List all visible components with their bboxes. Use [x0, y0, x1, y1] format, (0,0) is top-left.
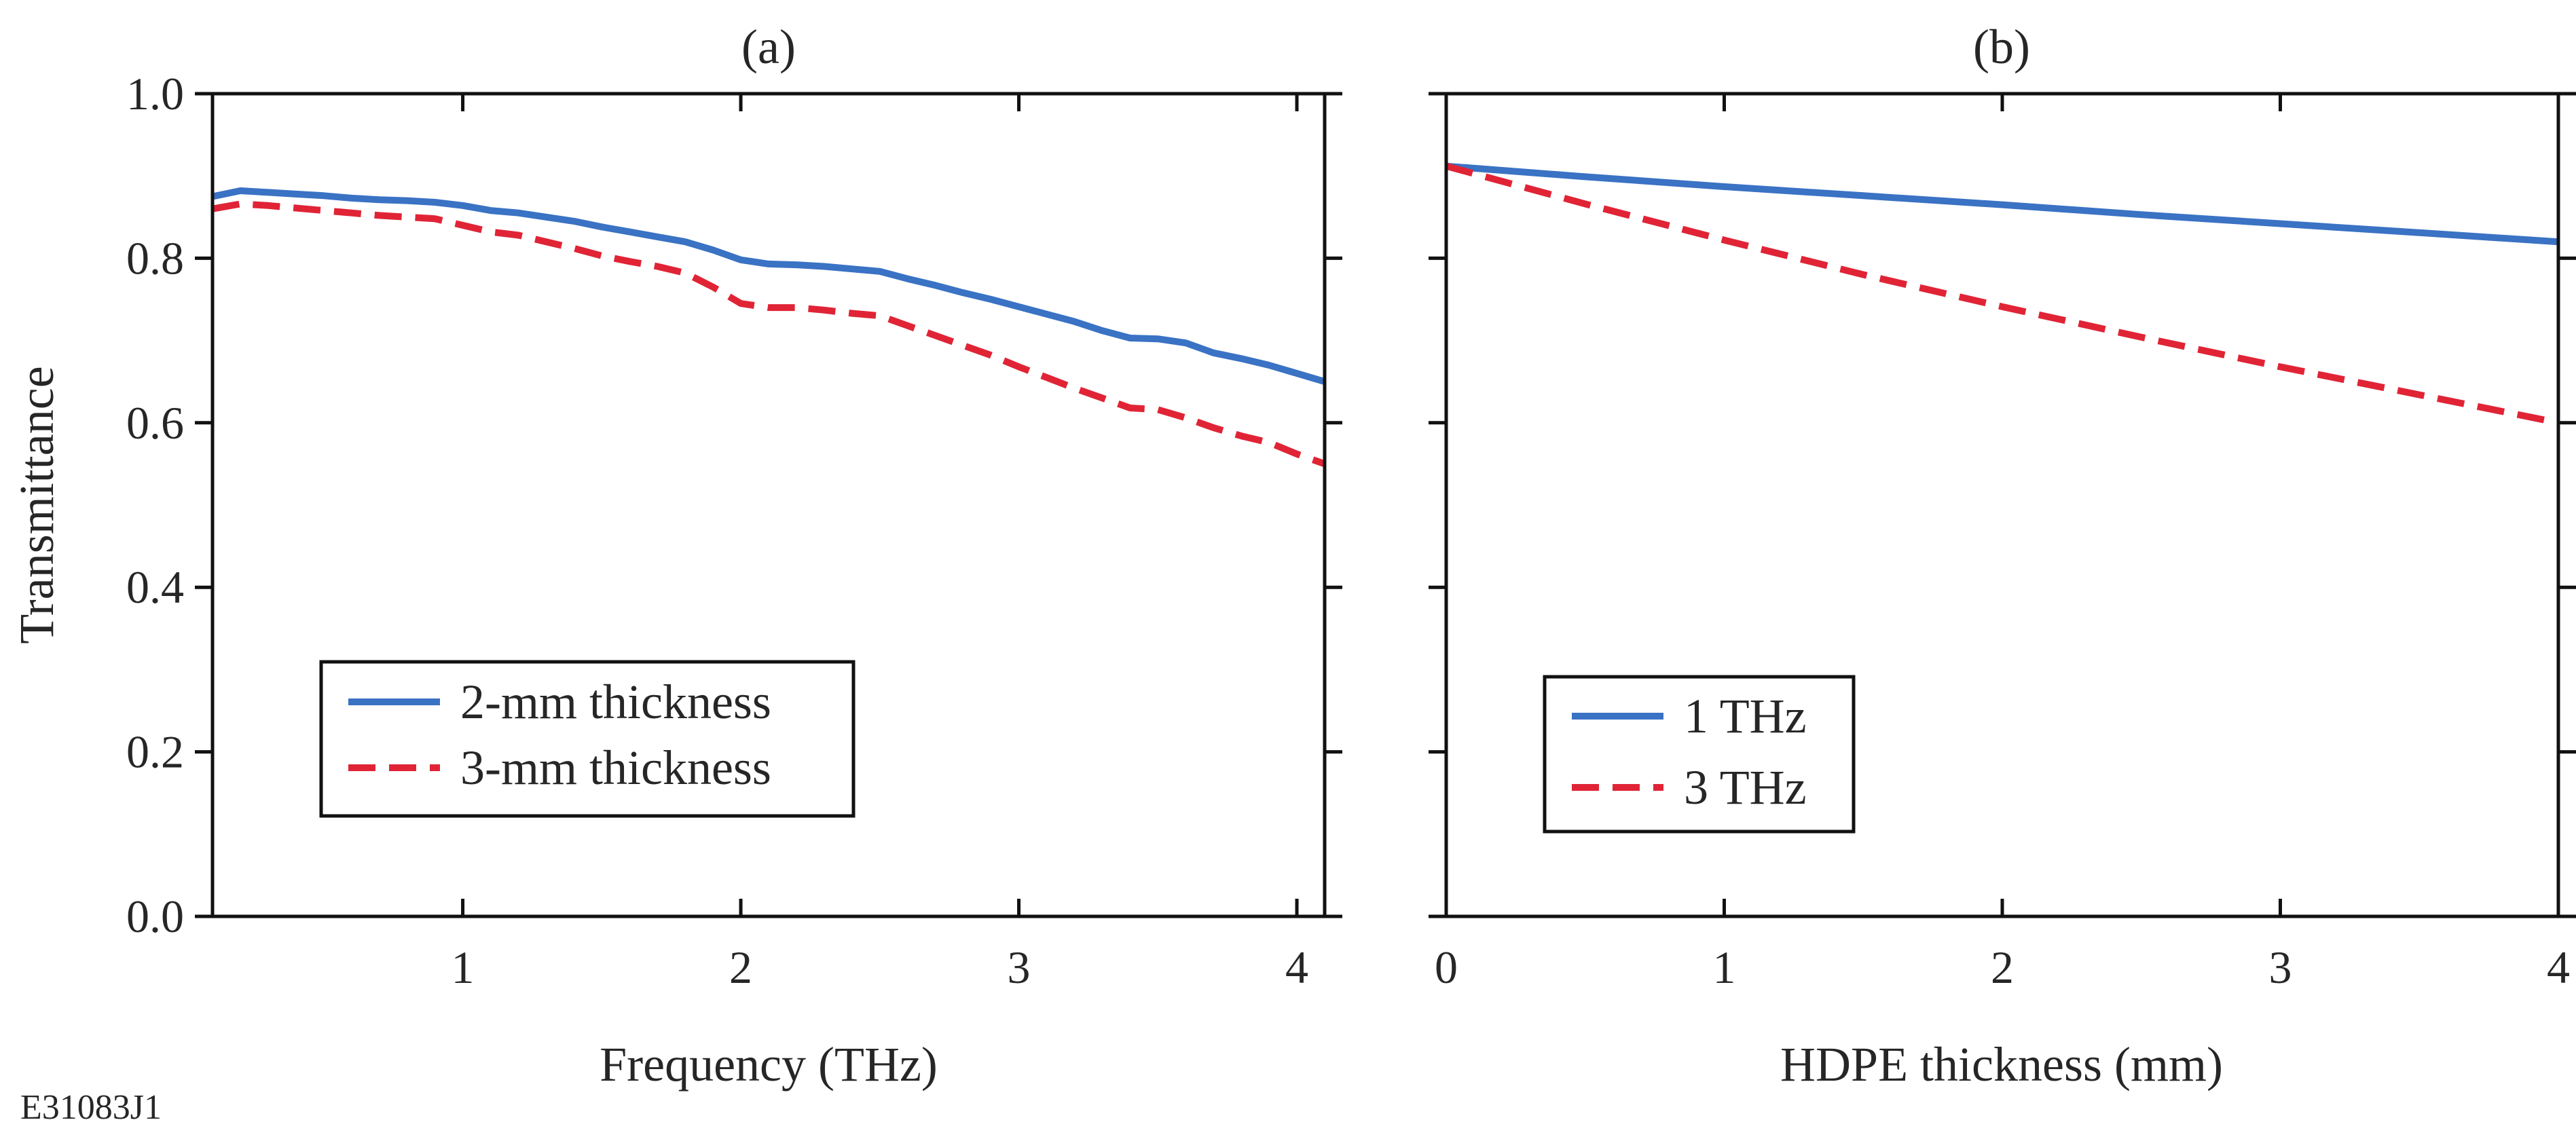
x-tick-label: 2 — [1991, 942, 2014, 993]
panel-b: (b) 0 1 2 3 4 HDPE thickness (mm) 1 THz 3 TH… — [1429, 20, 2576, 1092]
panel-b-axes: 0 1 2 3 4 — [1429, 92, 2576, 993]
x-tick-label: 4 — [2547, 942, 2570, 993]
x-tick-label: 4 — [1285, 942, 1308, 993]
y-tick-label: 0.4 — [126, 561, 184, 613]
panel-a-x-axis-title: Frequency (THz) — [600, 1037, 938, 1092]
x-tick-label: 2 — [729, 942, 752, 993]
y-tick-label: 0.6 — [126, 397, 184, 449]
series-line-2-mm-thickness — [211, 187, 1326, 385]
figure-id: E31083J1 — [20, 1088, 162, 1127]
panel-b-title: (b) — [1973, 20, 2030, 74]
panel-b-plot-area — [1445, 162, 2559, 426]
y-tick-label: 0.2 — [126, 726, 184, 778]
panel-a-axes: 1 2 3 4 0.0 0.2 0.4 0.6 0.8 1.0 — [126, 68, 1342, 993]
panel-b-legend: 1 THz 3 THz — [1543, 675, 1856, 834]
x-tick-label: 3 — [1008, 942, 1031, 993]
y-tick-label: 1.0 — [126, 68, 184, 119]
y-tick-label: 0.8 — [126, 232, 184, 284]
panel-b-legend-box — [1543, 675, 1856, 834]
x-tick-label: 1 — [452, 942, 475, 993]
panel-a-title: (a) — [741, 20, 796, 74]
panel-a: (a) 1 2 3 4 0.0 0.2 0.4 0.6 0.8 1.0 Frequency (TH… — [10, 20, 1342, 1092]
panel-a-frame — [210, 92, 1327, 918]
panel-b-x-axis-title: HDPE thickness (mm) — [1780, 1037, 2223, 1092]
legend-label-3mm: 3-mm thickness — [460, 741, 771, 795]
series-line-3-thz — [1445, 162, 2559, 426]
x-tick-label: 0 — [1435, 942, 1458, 993]
panel-a-y-axis-title: Transmittance — [10, 366, 64, 644]
legend-label-1thz: 1 THz — [1684, 689, 1807, 743]
panel-a-legend-box — [319, 660, 855, 818]
x-tick-label: 3 — [2269, 942, 2292, 993]
legend-label-3thz: 3 THz — [1684, 760, 1807, 815]
panel-a-legend: 2-mm thickness 3-mm thickness — [319, 660, 855, 818]
panel-a-plot-area — [211, 187, 1326, 468]
x-tick-label: 1 — [1713, 942, 1736, 993]
series-line-1-thz — [1446, 162, 2559, 246]
legend-label-2mm: 2-mm thickness — [460, 675, 771, 729]
series-line-3-mm-thickness — [212, 200, 1326, 468]
y-tick-label: 0.0 — [126, 891, 184, 942]
